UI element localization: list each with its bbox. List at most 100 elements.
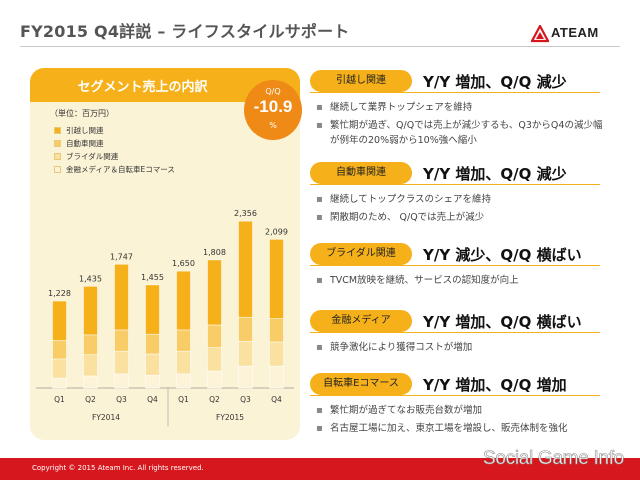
bar-segment-2 <box>269 341 284 367</box>
chart-unit-label: （単位：百万円） <box>50 109 114 118</box>
segment-tag: 引越し関連 <box>310 70 412 92</box>
bar-segment-3 <box>52 340 67 360</box>
bar-segment-4 <box>176 270 191 331</box>
bar-total-label: 1,228 <box>48 289 71 298</box>
legend-label: 自動車関連 <box>66 139 104 148</box>
bar-segment-2 <box>52 358 67 379</box>
segment-bullet: 継続して業界トップシェアを維持 <box>316 100 608 115</box>
bar-segment-1 <box>52 377 67 389</box>
segment-headline: Y/Y 増加、Q/Q 増加 <box>423 376 567 394</box>
segment-moving: 引越し関連 Y/Y 増加、Q/Q 減少 継続して業界トップシェアを維持 繁忙期が… <box>310 70 615 146</box>
segment-bullet: 競争激化により獲得コストが増加 <box>316 340 608 355</box>
bar-segment-3 <box>83 334 98 355</box>
segment-bullet: 繁忙期が過ぎ、Q/Qでは売上が減少するも、Q3からQ4の減少幅が例年の20%弱か… <box>316 118 608 148</box>
qq-change-badge: Q/Q -10.9 % <box>244 80 302 140</box>
bar-segment-2 <box>114 350 129 375</box>
bar-total-label: 1,747 <box>110 252 133 261</box>
legend-item: ブライダル関連 <box>54 150 175 163</box>
bar-segment-4 <box>238 220 253 318</box>
x-tick-label: Q3 <box>240 395 251 404</box>
segment-tag: 自動車関連 <box>310 162 412 184</box>
legend-item: 引越し関連 <box>54 124 175 137</box>
segment-bullet: 継続してトップクラスのシェアを維持 <box>316 192 608 207</box>
segment-tag: 金融メディア <box>310 310 412 332</box>
segment-rule <box>310 184 600 185</box>
segment-rule <box>310 265 600 266</box>
segment-headline: Y/Y 増加、Q/Q 減少 <box>423 73 567 91</box>
legend-item: 金融メディア＆自転車Eコマース <box>54 163 175 176</box>
bar-segment-3 <box>176 329 191 352</box>
bar-segment-4 <box>145 284 160 335</box>
legend-label: ブライダル関連 <box>66 152 119 161</box>
bar-segment-2 <box>238 341 253 367</box>
badge-unit: % <box>269 121 277 130</box>
x-tick-label: Q3 <box>116 395 127 404</box>
copyright-text: Copyright © 2015 Ateam Inc. All rights r… <box>32 464 204 472</box>
bar-total-label: 2,099 <box>265 227 288 236</box>
title-divider <box>20 46 620 47</box>
x-tick-label: Q2 <box>209 395 220 404</box>
bar-segment-4 <box>83 286 98 336</box>
bar-segment-2 <box>176 350 191 375</box>
segment-headline: Y/Y 減少、Q/Q 横ばい <box>423 246 582 264</box>
segment-rule <box>310 395 600 396</box>
bar-segment-3 <box>145 333 160 355</box>
legend-label: 引越し関連 <box>66 126 104 135</box>
bar-total-label: 2,356 <box>234 209 257 218</box>
bar-segment-3 <box>238 316 253 342</box>
bar-total-label: 1,435 <box>79 274 102 283</box>
x-tick-label: Q1 <box>178 395 189 404</box>
segment-headline: Y/Y 増加、Q/Q 減少 <box>423 165 567 183</box>
legend-item: 自動車関連 <box>54 137 175 150</box>
x-tick-label: Q4 <box>147 395 158 404</box>
bar-segment-1 <box>83 375 98 389</box>
x-tick-label: Q4 <box>271 395 282 404</box>
bar-segment-4 <box>269 239 284 319</box>
bar-segment-4 <box>207 259 222 326</box>
x-group-label: FY2015 <box>216 413 244 422</box>
stacked-bar-chart: 1,228 Q1 1,435 Q2 1,747 Q3 1,455 Q4 1,650 Q1 1,808… <box>36 209 294 426</box>
badge-label: Q/Q <box>265 87 281 96</box>
legend-swatch <box>54 127 61 134</box>
bar-segment-1 <box>176 373 191 389</box>
chart-legend: 引越し関連自動車関連ブライダル関連金融メディア＆自転車Eコマース <box>54 124 175 176</box>
company-logo: ATEAM <box>531 23 626 45</box>
chart-title: セグメント売上の内訳 <box>77 80 208 95</box>
bar-segment-4 <box>114 264 129 331</box>
bar-segment-1 <box>269 365 284 389</box>
bar-segment-4 <box>52 300 67 341</box>
bar-total-label: 1,650 <box>172 259 195 268</box>
legend-swatch <box>54 140 61 147</box>
watermark-text: Social Game Info <box>483 448 625 470</box>
segment-bullet: 名古屋工場に加え、東京工場を増設し、販売体制を強化 <box>316 421 608 436</box>
footer-bar: Copyright © 2015 Ateam Inc. All rights r… <box>0 458 640 480</box>
x-group-label: FY2014 <box>92 413 120 422</box>
segment-bullet: 繁忙期が過ぎてなお販売台数が増加 <box>316 403 608 418</box>
bar-segment-3 <box>207 324 222 348</box>
bar-segment-3 <box>269 318 284 343</box>
bar-segment-1 <box>207 370 222 389</box>
segment-bullet: 閑散期のため、 Q/Qでは売上が減少 <box>316 210 608 225</box>
legend-swatch <box>54 153 61 160</box>
x-tick-label: Q1 <box>54 395 65 404</box>
ateam-logo-icon <box>531 25 549 43</box>
bar-total-label: 1,455 <box>141 273 164 282</box>
segment-headline: Y/Y 増加、Q/Q 横ばい <box>423 313 582 331</box>
bar-segment-2 <box>207 347 222 372</box>
bar-segment-1 <box>114 373 129 389</box>
segment-rule <box>310 332 600 333</box>
bar-segment-2 <box>145 353 160 376</box>
badge-value: -10.9 <box>253 97 293 116</box>
legend-label: 金融メディア＆自転車Eコマース <box>66 165 175 174</box>
bar-segment-2 <box>83 354 98 377</box>
segment-rule <box>310 92 600 93</box>
segment-tag: 自転車Eコマース <box>310 373 412 395</box>
x-tick-label: Q2 <box>85 395 96 404</box>
legend-swatch <box>54 166 61 173</box>
bar-segment-3 <box>114 329 129 352</box>
bar-segment-1 <box>238 365 253 389</box>
segment-bridal: ブライダル関連 Y/Y 減少、Q/Q 横ばい TVCM放映を継続、サービスの認知… <box>310 243 615 288</box>
segment-automotive: 自動車関連 Y/Y 増加、Q/Q 減少 継続してトップクラスのシェアを維持 閑散… <box>310 162 615 225</box>
page-title: FY2015 Q4詳説 – ライフスタイルサポート <box>20 22 350 41</box>
segment-bicycle-ecommerce: 自転車Eコマース Y/Y 増加、Q/Q 増加 繁忙期が過ぎてなお販売台数が増加 … <box>310 373 615 436</box>
